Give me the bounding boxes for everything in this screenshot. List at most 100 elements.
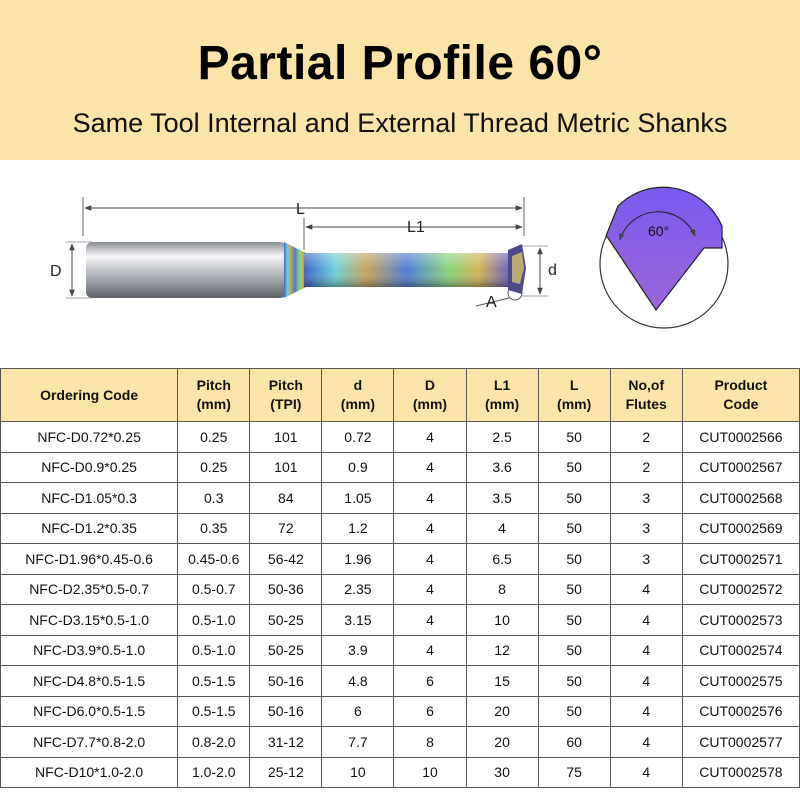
cell-product-code: CUT0002572: [681, 573, 800, 605]
profile-angle-detail: [599, 186, 729, 329]
diameter-d-dimension: [522, 245, 548, 297]
cell-pitch-mm: 0.5-1.5: [177, 695, 251, 727]
cell-pitch-tpi: 50-25: [249, 604, 323, 636]
cell-pitch-mm: 0.5-1.0: [177, 634, 251, 666]
cell-L: 50: [537, 695, 611, 727]
cell-pitch-tpi: 31-12: [249, 726, 323, 758]
cell-L: 50: [537, 421, 611, 453]
cell-L: 50: [537, 482, 611, 514]
cell-L1: 20: [465, 695, 539, 727]
table-row: NFC-D0.72*0.25 0.25 101 0.72 4 2.5 50 2 CUT00025…: [0, 421, 800, 453]
cell-L1: 15: [465, 665, 539, 697]
cell-product-code: CUT0002566: [681, 421, 800, 453]
detail-A-circle: [507, 285, 523, 301]
table-row: NFC-D7.7*0.8-2.0 0.8-2.0 31-12 7.7 8 20 60 4 CUT…: [0, 726, 800, 758]
cell-ordering-code: NFC-D10*1.0-2.0: [0, 756, 179, 788]
cell-pitch-tpi: 84: [249, 482, 323, 514]
cell-product-code: CUT0002574: [681, 634, 800, 666]
cell-L1: 12: [465, 634, 539, 666]
cell-product-code: CUT0002575: [681, 665, 800, 697]
cell-pitch-mm: 0.25: [177, 451, 251, 483]
table-row: NFC-D6.0*0.5-1.5 0.5-1.5 50-16 6 6 20 50 4 CUT00…: [0, 695, 800, 727]
cell-L: 50: [537, 665, 611, 697]
header-d: d (mm): [321, 368, 395, 422]
label-A: A: [486, 294, 497, 311]
cell-ordering-code: NFC-D1.96*0.45-0.6: [0, 543, 179, 575]
table-row: NFC-D0.9*0.25 0.25 101 0.9 4 3.6 50 2 CUT0002567: [0, 451, 800, 483]
cell-d: 3.9: [321, 634, 395, 666]
table-row: NFC-D1.2*0.35 0.35 72 1.2 4 4 50 3 CUT0002569: [0, 512, 800, 544]
cell-D: 4: [393, 512, 467, 544]
cell-d: 6: [321, 695, 395, 727]
cell-L: 50: [537, 451, 611, 483]
cell-D: 4: [393, 451, 467, 483]
cell-product-code: CUT0002568: [681, 482, 800, 514]
cell-flutes: 3: [609, 482, 683, 514]
cell-L1: 4: [465, 512, 539, 544]
cell-L: 60: [537, 726, 611, 758]
cell-pitch-mm: 0.5-1.0: [177, 604, 251, 636]
cell-D: 4: [393, 421, 467, 453]
cell-flutes: 4: [609, 604, 683, 636]
table-row: NFC-D4.8*0.5-1.5 0.5-1.5 50-16 4.8 6 15 50 4 CUT…: [0, 665, 800, 697]
cell-L: 50: [537, 543, 611, 575]
cell-pitch-mm: 0.35: [177, 512, 251, 544]
page-subtitle: Same Tool Internal and External Thread M…: [72, 108, 728, 138]
cell-ordering-code: NFC-D0.9*0.25: [0, 451, 179, 483]
header-D: D (mm): [393, 368, 467, 422]
cell-pitch-tpi: 101: [249, 421, 323, 453]
cell-flutes: 2: [609, 421, 683, 453]
cell-L: 75: [537, 756, 611, 788]
cell-ordering-code: NFC-D6.0*0.5-1.5: [0, 695, 179, 727]
cell-L1: 8: [465, 573, 539, 605]
spec-table: Ordering Code Pitch (mm) Pitch (TPI) d (mm)…: [0, 368, 800, 788]
table-row: NFC-D1.05*0.3 0.3 84 1.05 4 3.5 50 3 CUT0002568: [0, 482, 800, 514]
cell-d: 1.96: [321, 543, 395, 575]
table-header-row: Ordering Code Pitch (mm) Pitch (TPI) d (mm)…: [0, 368, 800, 422]
table-row: NFC-D10*1.0-2.0 1.0-2.0 25-12 10 10 30 75 4 CUT0…: [0, 756, 800, 788]
header-flutes: No,of Flutes: [609, 368, 683, 422]
cell-D: 4: [393, 634, 467, 666]
cell-product-code: CUT0002569: [681, 512, 800, 544]
cell-flutes: 3: [609, 543, 683, 575]
cell-pitch-tpi: 50-16: [249, 695, 323, 727]
cell-pitch-mm: 0.5-1.5: [177, 665, 251, 697]
cell-pitch-tpi: 25-12: [249, 756, 323, 788]
cell-D: 8: [393, 726, 467, 758]
cell-D: 4: [393, 482, 467, 514]
cell-D: 6: [393, 695, 467, 727]
cell-flutes: 4: [609, 726, 683, 758]
cell-D: 4: [393, 543, 467, 575]
cell-pitch-mm: 1.0-2.0: [177, 756, 251, 788]
label-L: L: [296, 201, 305, 218]
cell-flutes: 3: [609, 512, 683, 544]
cell-D: 10: [393, 756, 467, 788]
diameter-D-dimension: [66, 241, 92, 299]
cell-pitch-mm: 0.45-0.6: [177, 543, 251, 575]
length-L1-dimension: [303, 218, 523, 250]
cell-pitch-mm: 0.3: [177, 482, 251, 514]
header-ordering-code: Ordering Code: [0, 368, 179, 422]
cell-product-code: CUT0002578: [681, 756, 800, 788]
cell-L: 50: [537, 634, 611, 666]
label-d: d: [548, 262, 557, 279]
angle-label: 60°: [648, 223, 669, 239]
cell-d: 0.9: [321, 451, 395, 483]
cell-pitch-mm: 0.5-0.7: [177, 573, 251, 605]
cell-pitch-tpi: 101: [249, 451, 323, 483]
cell-flutes: 4: [609, 665, 683, 697]
cell-L1: 10: [465, 604, 539, 636]
table-row: NFC-D3.15*0.5-1.0 0.5-1.0 50-25 3.15 4 10 50 4 C…: [0, 604, 800, 636]
cell-d: 0.72: [321, 421, 395, 453]
cell-L1: 30: [465, 756, 539, 788]
cell-pitch-tpi: 56-42: [249, 543, 323, 575]
cell-ordering-code: NFC-D1.2*0.35: [0, 512, 179, 544]
cell-d: 1.2: [321, 512, 395, 544]
cell-product-code: CUT0002577: [681, 726, 800, 758]
cell-pitch-tpi: 50-25: [249, 634, 323, 666]
cell-D: 4: [393, 604, 467, 636]
header-pitch-tpi: Pitch (TPI): [249, 368, 323, 422]
cell-D: 6: [393, 665, 467, 697]
label-D: D: [50, 263, 62, 280]
